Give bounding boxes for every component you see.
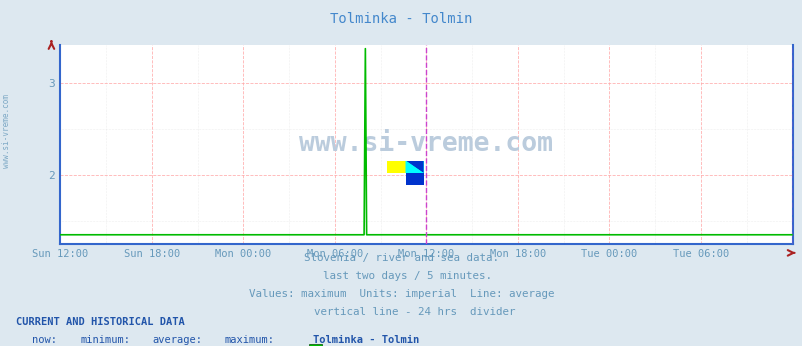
Text: www.si-vreme.com: www.si-vreme.com <box>299 131 553 157</box>
Text: Tolminka - Tolmin: Tolminka - Tolmin <box>313 335 419 345</box>
Text: minimum:: minimum: <box>80 335 130 345</box>
Text: www.si-vreme.com: www.si-vreme.com <box>2 94 11 169</box>
Text: last two days / 5 minutes.: last two days / 5 minutes. <box>310 271 492 281</box>
Text: average:: average: <box>152 335 202 345</box>
Text: maximum:: maximum: <box>225 335 274 345</box>
Text: Values: maximum  Units: imperial  Line: average: Values: maximum Units: imperial Line: av… <box>249 289 553 299</box>
Bar <box>405 173 423 185</box>
Text: Tolminka - Tolmin: Tolminka - Tolmin <box>330 12 472 26</box>
Polygon shape <box>405 161 423 173</box>
Bar <box>387 161 405 173</box>
Text: CURRENT AND HISTORICAL DATA: CURRENT AND HISTORICAL DATA <box>16 317 184 327</box>
Text: now:: now: <box>32 335 57 345</box>
Polygon shape <box>405 161 423 173</box>
Bar <box>405 161 423 173</box>
Text: vertical line - 24 hrs  divider: vertical line - 24 hrs divider <box>287 307 515 317</box>
Text: Slovenia / river and sea data.: Slovenia / river and sea data. <box>304 253 498 263</box>
